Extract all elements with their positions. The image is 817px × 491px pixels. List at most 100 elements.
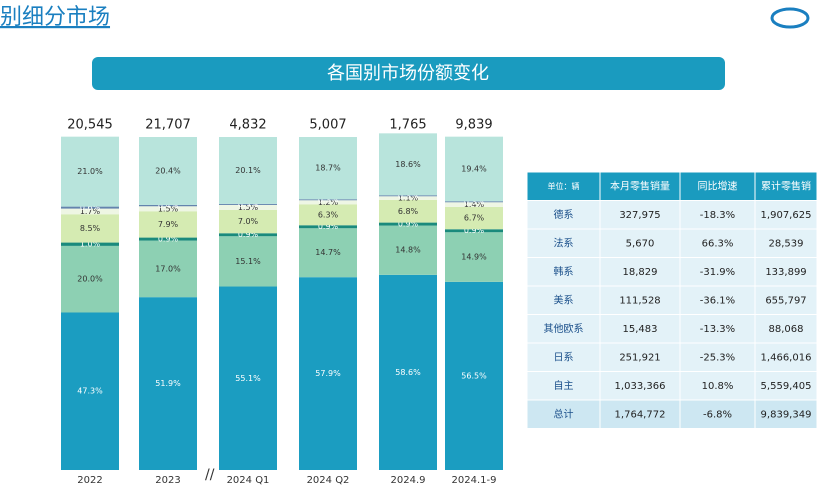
page-title: 别细分市场 <box>0 5 110 30</box>
table-cell-text: 美系 <box>554 293 574 306</box>
table-header-text: 单位：辆 <box>548 181 580 191</box>
bar-segment <box>299 277 357 470</box>
table-cell-text: 88,068 <box>769 324 804 335</box>
table-cell-text: 15,483 <box>623 324 658 335</box>
table-header-cell <box>526 171 601 201</box>
table-cell-text: 1,033,366 <box>615 381 666 392</box>
table-cell <box>599 257 681 287</box>
table-cell-text: -18.3% <box>700 210 735 221</box>
table-cell <box>754 228 817 258</box>
segment-label: 17.0% <box>155 264 181 273</box>
segment-label: 0.4% <box>158 201 179 210</box>
total-label: 4,832 <box>229 118 266 133</box>
segment-label: 0.3% <box>318 195 339 204</box>
bar-segment <box>379 195 437 197</box>
bar-segment <box>445 229 503 233</box>
table-header-text: 同比增速 <box>698 179 738 192</box>
total-label: 9,839 <box>455 118 492 133</box>
table-cell-text: -36.1% <box>700 295 735 306</box>
segment-label: 6.8% <box>398 207 419 216</box>
bar-segment <box>379 274 437 470</box>
total-label: 21,707 <box>145 118 191 133</box>
bar-segment <box>299 225 357 229</box>
segment-label: 0.9% <box>238 230 259 239</box>
bar-segment <box>139 211 197 238</box>
table-cell <box>526 200 601 230</box>
table-cell <box>754 257 817 287</box>
table-cell <box>754 200 817 230</box>
x-tick-label: 2023 <box>155 475 180 486</box>
banner <box>92 57 725 90</box>
segment-label: 56.5% <box>461 371 487 380</box>
segment-label: 0.9% <box>464 226 485 235</box>
segment-label: 21.0% <box>77 167 103 176</box>
table-cell-text: -25.3% <box>700 352 735 363</box>
table-cell-text: 18,829 <box>623 267 658 278</box>
bar-segment <box>445 202 503 207</box>
table-cell <box>754 342 817 372</box>
bar-segment <box>219 137 277 204</box>
table-cell-text: 655,797 <box>765 295 806 306</box>
table-cell-text: 1,764,772 <box>615 409 666 420</box>
segment-label: 14.8% <box>395 246 421 255</box>
segment-label: 15.1% <box>235 257 261 266</box>
table-cell-text: -13.3% <box>700 324 735 335</box>
bar-segment <box>299 200 357 205</box>
table-header-cell <box>754 171 817 201</box>
table-cell-text: 韩系 <box>554 265 574 278</box>
x-tick-label: 2024 Q2 <box>307 475 350 486</box>
bar-segment <box>139 137 197 205</box>
table-cell <box>599 200 681 230</box>
table-cell <box>599 399 681 429</box>
bar-segment <box>379 222 437 226</box>
segment-label: 58.6% <box>395 368 421 377</box>
table-cell-text: 总计 <box>554 407 574 420</box>
segment-label: 1.5% <box>238 203 259 212</box>
table-cell-text: 1,466,016 <box>761 352 812 363</box>
table-cell-text: 自主 <box>554 379 574 392</box>
table-cell <box>679 371 756 401</box>
table-cell-text: 其他欧系 <box>544 322 584 335</box>
table-cell <box>526 399 601 429</box>
table-cell-text: 28,539 <box>769 238 804 249</box>
segment-label: 14.9% <box>461 253 487 262</box>
bar-segment <box>139 237 197 241</box>
x-tick-label: 2024.1-9 <box>452 475 497 486</box>
table-header-text: 累计零售销 <box>761 179 811 192</box>
axis-break: // <box>205 467 215 483</box>
total-label: 1,765 <box>389 118 426 133</box>
bar-segment <box>61 206 119 209</box>
table-cell <box>526 314 601 344</box>
bar-segment <box>61 245 119 313</box>
total-label: 20,545 <box>67 118 113 133</box>
segment-label: 6.7% <box>464 214 485 223</box>
table-cell-text: 111,528 <box>619 295 660 306</box>
bar-segment <box>61 242 119 246</box>
segment-label: 57.9% <box>315 369 341 378</box>
table-cell-text: -31.9% <box>700 267 735 278</box>
bar-segment <box>445 281 503 470</box>
segment-label: 0.9% <box>158 235 179 244</box>
bar-segment <box>139 297 197 470</box>
segment-label: 1.1% <box>398 194 419 203</box>
segment-label: 7.9% <box>158 220 179 229</box>
segment-label: 19.4% <box>461 164 487 173</box>
segment-label: 20.4% <box>155 166 181 175</box>
table-cell-text: 9,839,349 <box>761 409 812 420</box>
table-cell-text: 5,559,405 <box>761 381 812 392</box>
table-cell <box>679 285 756 315</box>
segment-label: 1.4% <box>464 200 485 209</box>
segment-label: 51.9% <box>155 379 181 388</box>
table-cell-text: 327,975 <box>619 210 660 221</box>
bar-segment <box>61 214 119 243</box>
bar-segment <box>299 199 357 201</box>
x-tick-label: 2024 Q1 <box>227 475 270 486</box>
table-cell-text: 66.3% <box>702 238 734 249</box>
bar-segment <box>219 286 277 470</box>
bar-segment <box>379 199 437 223</box>
table-cell <box>526 371 601 401</box>
segment-label: 0.9% <box>398 220 419 229</box>
segment-label: 0.6% <box>80 203 101 212</box>
segment-label: 0.3% <box>464 197 485 206</box>
